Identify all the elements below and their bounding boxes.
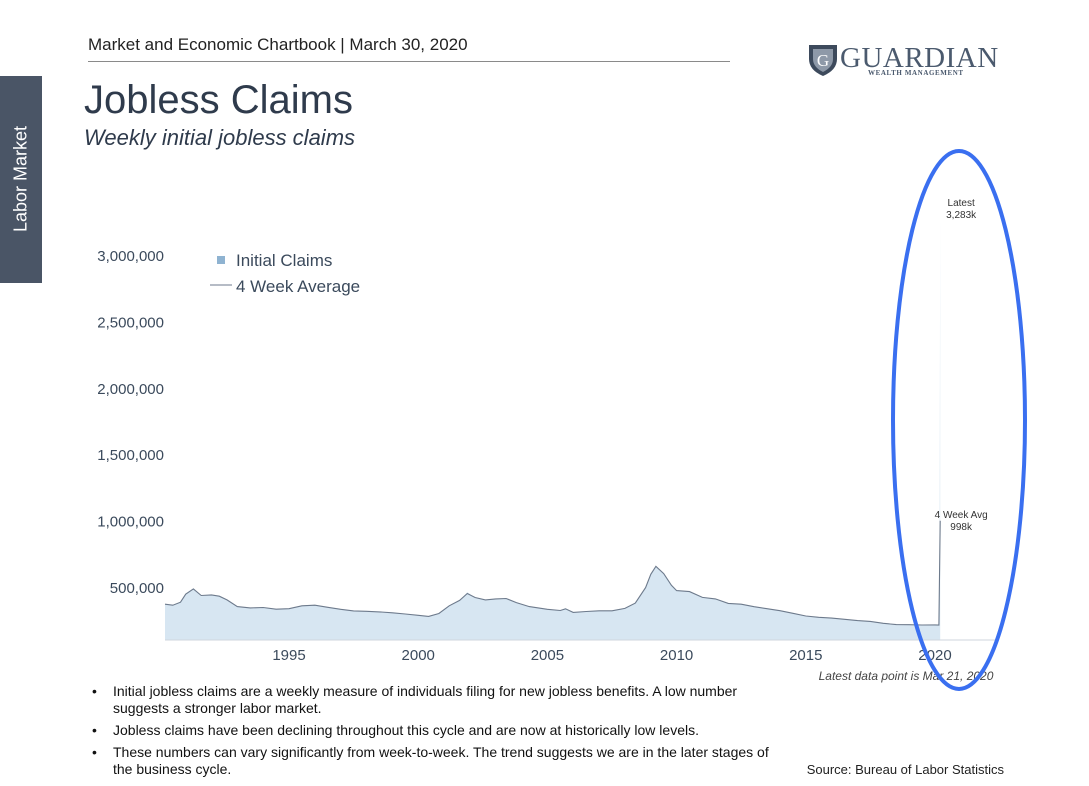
series-line-4-week-average (164, 520, 941, 626)
annotation-latest-line: Latest (948, 198, 975, 209)
jobless-claims-chart: 500,000 1,000,000 1,500,000 2,000,000 2,500,… (97, 149, 1027, 691)
note-bullet: These numbers can vary significantly fro… (92, 744, 772, 778)
notes-list: Initial jobless claims are a weekly meas… (92, 683, 772, 783)
svg-text:G: G (817, 51, 829, 70)
annotation-latest-line: 3,283k (946, 210, 977, 221)
series-layer (164, 217, 941, 640)
guardian-logo: G GUARDIAN WEALTH MANAGEMENT (806, 40, 998, 80)
x-tick-label: 2000 (402, 647, 435, 664)
note-bullet: Jobless claims have been declining throu… (92, 722, 772, 739)
x-tick-label: 2010 (660, 647, 693, 664)
section-tab: Labor Market (0, 76, 42, 283)
page-title: Jobless Claims (84, 78, 353, 122)
y-tick-label: 3,000,000 (97, 248, 164, 265)
shield-icon: G (809, 45, 837, 76)
x-tick-label: 1995 (272, 647, 305, 664)
header-divider (88, 61, 730, 62)
y-tick-label: 1,000,000 (97, 514, 164, 531)
x-tick-label: 2005 (531, 647, 564, 664)
legend-label-4-week-average: 4 Week Average (236, 277, 360, 296)
note-bullet: Initial jobless claims are a weekly meas… (92, 683, 772, 717)
y-tick-label: 2,500,000 (97, 314, 164, 331)
legend-label-initial-claims: Initial Claims (236, 251, 332, 270)
latest-data-note: Latest data point is Mar 21, 2020 (819, 669, 994, 683)
annotation-avg-line: 4 Week Avg (935, 510, 988, 521)
logo-subtitle: WEALTH MANAGEMENT (868, 69, 964, 77)
annotation-avg-line: 998k (950, 522, 973, 533)
y-axis: 500,000 1,000,000 1,500,000 2,000,000 2,500,… (97, 248, 164, 597)
x-axis: 1995 2000 2005 2010 2015 2020 (272, 647, 951, 664)
highlight-ellipse (891, 149, 1027, 691)
x-tick-label: 2015 (789, 647, 822, 664)
legend-swatch-initial-claims (217, 256, 225, 264)
page-subtitle: Weekly initial jobless claims (84, 125, 356, 150)
source-note: Source: Bureau of Labor Statistics (806, 762, 1004, 777)
logo-wordmark: GUARDIAN (840, 42, 999, 74)
chart-legend: Initial Claims 4 Week Average (210, 251, 360, 296)
y-tick-label: 1,500,000 (97, 447, 164, 464)
y-tick-label: 2,000,000 (97, 381, 164, 398)
chartbook-header: Market and Economic Chartbook | March 30… (88, 35, 468, 54)
y-tick-label: 500,000 (110, 580, 164, 597)
